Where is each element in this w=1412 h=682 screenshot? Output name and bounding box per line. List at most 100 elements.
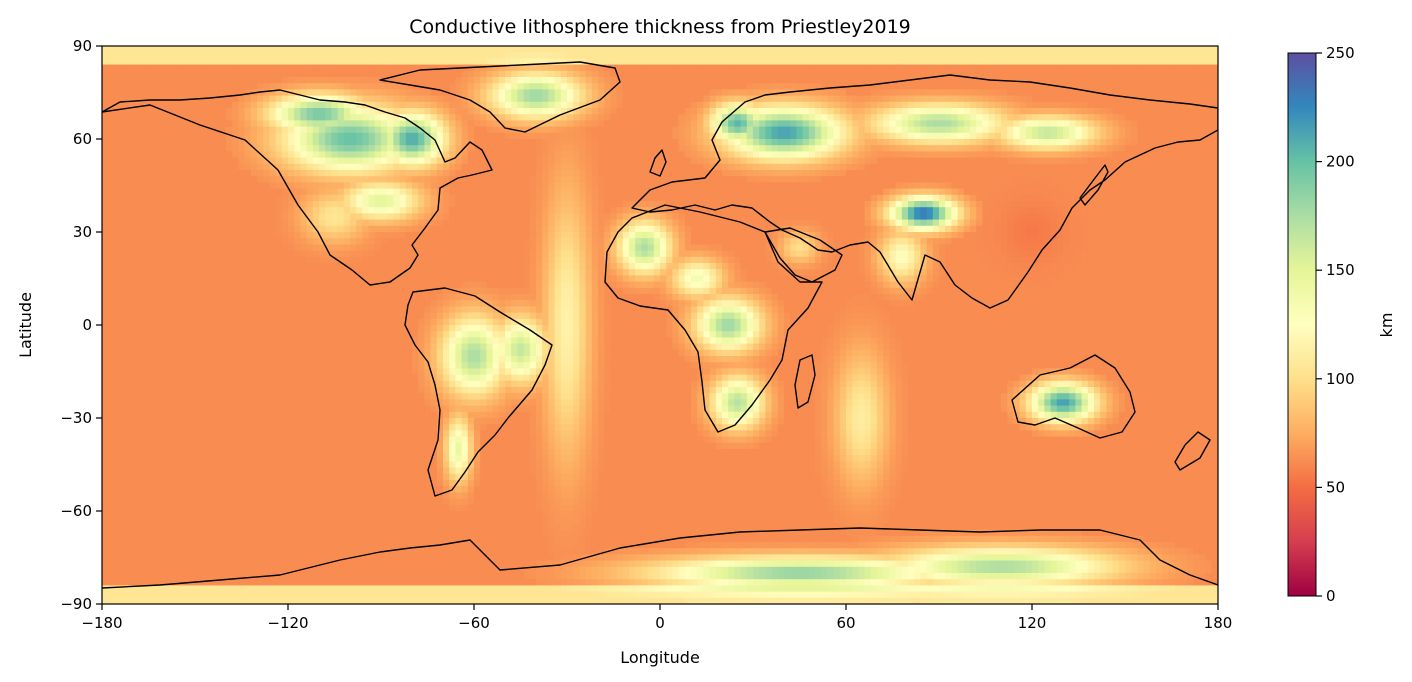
heatmap-cell (176, 46, 183, 53)
heatmap-cell (1125, 46, 1132, 53)
heatmap-cell (641, 163, 648, 171)
heatmap-cell (635, 46, 642, 53)
heatmap-cell (412, 163, 419, 171)
heatmap-cell (263, 139, 270, 146)
heatmap-cell (920, 139, 927, 146)
heatmap-cell (976, 64, 983, 72)
heatmap-cell (126, 114, 134, 121)
heatmap-cell (827, 89, 834, 96)
heatmap-cell (424, 64, 431, 72)
heatmap-cell (188, 151, 196, 158)
heatmap-cell (945, 207, 952, 214)
heatmap-cell (585, 188, 593, 196)
heatmap-cell (436, 201, 444, 208)
heatmap-cell (870, 213, 878, 220)
heatmap-cell (932, 89, 940, 96)
heatmap-cell (585, 114, 593, 121)
heatmap-cell (1081, 176, 1089, 183)
heatmap-cell (591, 157, 599, 165)
heatmap-cell (486, 126, 493, 134)
heatmap-cell (833, 70, 841, 78)
heatmap-cell (697, 58, 704, 65)
heatmap-cell (970, 64, 977, 72)
heatmap-cell (207, 83, 214, 90)
heatmap-cell (1100, 201, 1107, 208)
heatmap-cell (102, 126, 109, 134)
heatmap-cell (858, 132, 865, 140)
heatmap-cell (622, 151, 630, 158)
heatmap-cell (653, 188, 661, 196)
heatmap-cell (585, 95, 593, 103)
heatmap-cell (740, 176, 748, 183)
heatmap-cell (157, 139, 165, 146)
heatmap-cell (759, 52, 766, 59)
heatmap-cell (517, 126, 524, 134)
heatmap-cell (567, 145, 574, 152)
heatmap-cell (988, 58, 996, 65)
heatmap-cell (170, 207, 177, 214)
heatmap-cell (195, 157, 202, 165)
heatmap-cell (827, 83, 834, 90)
heatmap-cell (1001, 46, 1008, 53)
heatmap-cell (598, 201, 605, 208)
heatmap-cell (387, 194, 394, 202)
heatmap-cell (244, 83, 252, 90)
heatmap-cell (815, 95, 822, 103)
heatmap-cell (467, 163, 475, 171)
heatmap-cell (263, 64, 270, 72)
heatmap-cell (1112, 176, 1120, 183)
heatmap-cell (678, 132, 686, 140)
heatmap-cell (1149, 207, 1157, 214)
heatmap-cell (598, 114, 605, 121)
heatmap-cell (108, 170, 115, 177)
heatmap-cell (647, 126, 655, 134)
heatmap-cell (374, 95, 382, 103)
heatmap-cell (777, 201, 785, 208)
heatmap-cell (951, 157, 958, 165)
heatmap-cell (951, 132, 958, 140)
heatmap-cell (170, 188, 177, 196)
heatmap-cell (635, 170, 642, 177)
heatmap-cell (548, 70, 555, 78)
heatmap-cell (988, 139, 996, 146)
heatmap-cell (703, 126, 710, 134)
heatmap-cell (957, 126, 965, 134)
heatmap-cell (288, 77, 295, 84)
heatmap-cell (170, 120, 177, 127)
heatmap-cell (133, 188, 140, 196)
heatmap-cell (331, 77, 338, 84)
heatmap-cell (1180, 194, 1188, 202)
heatmap-cell (1118, 101, 1126, 109)
heatmap-cell (114, 52, 121, 59)
heatmap-cell (207, 201, 214, 208)
heatmap-cell (412, 101, 419, 109)
heatmap-cell (585, 157, 593, 165)
heatmap-cell (269, 182, 276, 189)
heatmap-cell (350, 126, 357, 134)
heatmap-cell (771, 89, 779, 96)
heatmap-cell (201, 194, 208, 202)
heatmap-cell (356, 83, 363, 90)
heatmap-cell (480, 176, 487, 183)
heatmap-cell (1007, 58, 1014, 65)
heatmap-cell (505, 157, 512, 165)
heatmap-cell (976, 89, 983, 96)
heatmap-cell (1211, 139, 1218, 146)
heatmap-cell (684, 101, 692, 109)
heatmap-cell (455, 213, 462, 220)
heatmap-cell (536, 108, 543, 115)
heatmap-cell (350, 114, 357, 121)
heatmap-cell (108, 70, 115, 78)
heatmap-cell (1137, 114, 1144, 121)
heatmap-cell (114, 126, 121, 134)
heatmap-cell (356, 58, 363, 65)
heatmap-cell (901, 151, 909, 158)
heatmap-cell (591, 132, 599, 140)
heatmap-cell (1025, 89, 1033, 96)
heatmap-cell (610, 139, 617, 146)
heatmap-cell (1007, 95, 1014, 103)
heatmap-cell (715, 108, 723, 115)
heatmap-cell (635, 114, 642, 121)
heatmap-cell (920, 114, 927, 121)
heatmap-cell (920, 201, 927, 208)
